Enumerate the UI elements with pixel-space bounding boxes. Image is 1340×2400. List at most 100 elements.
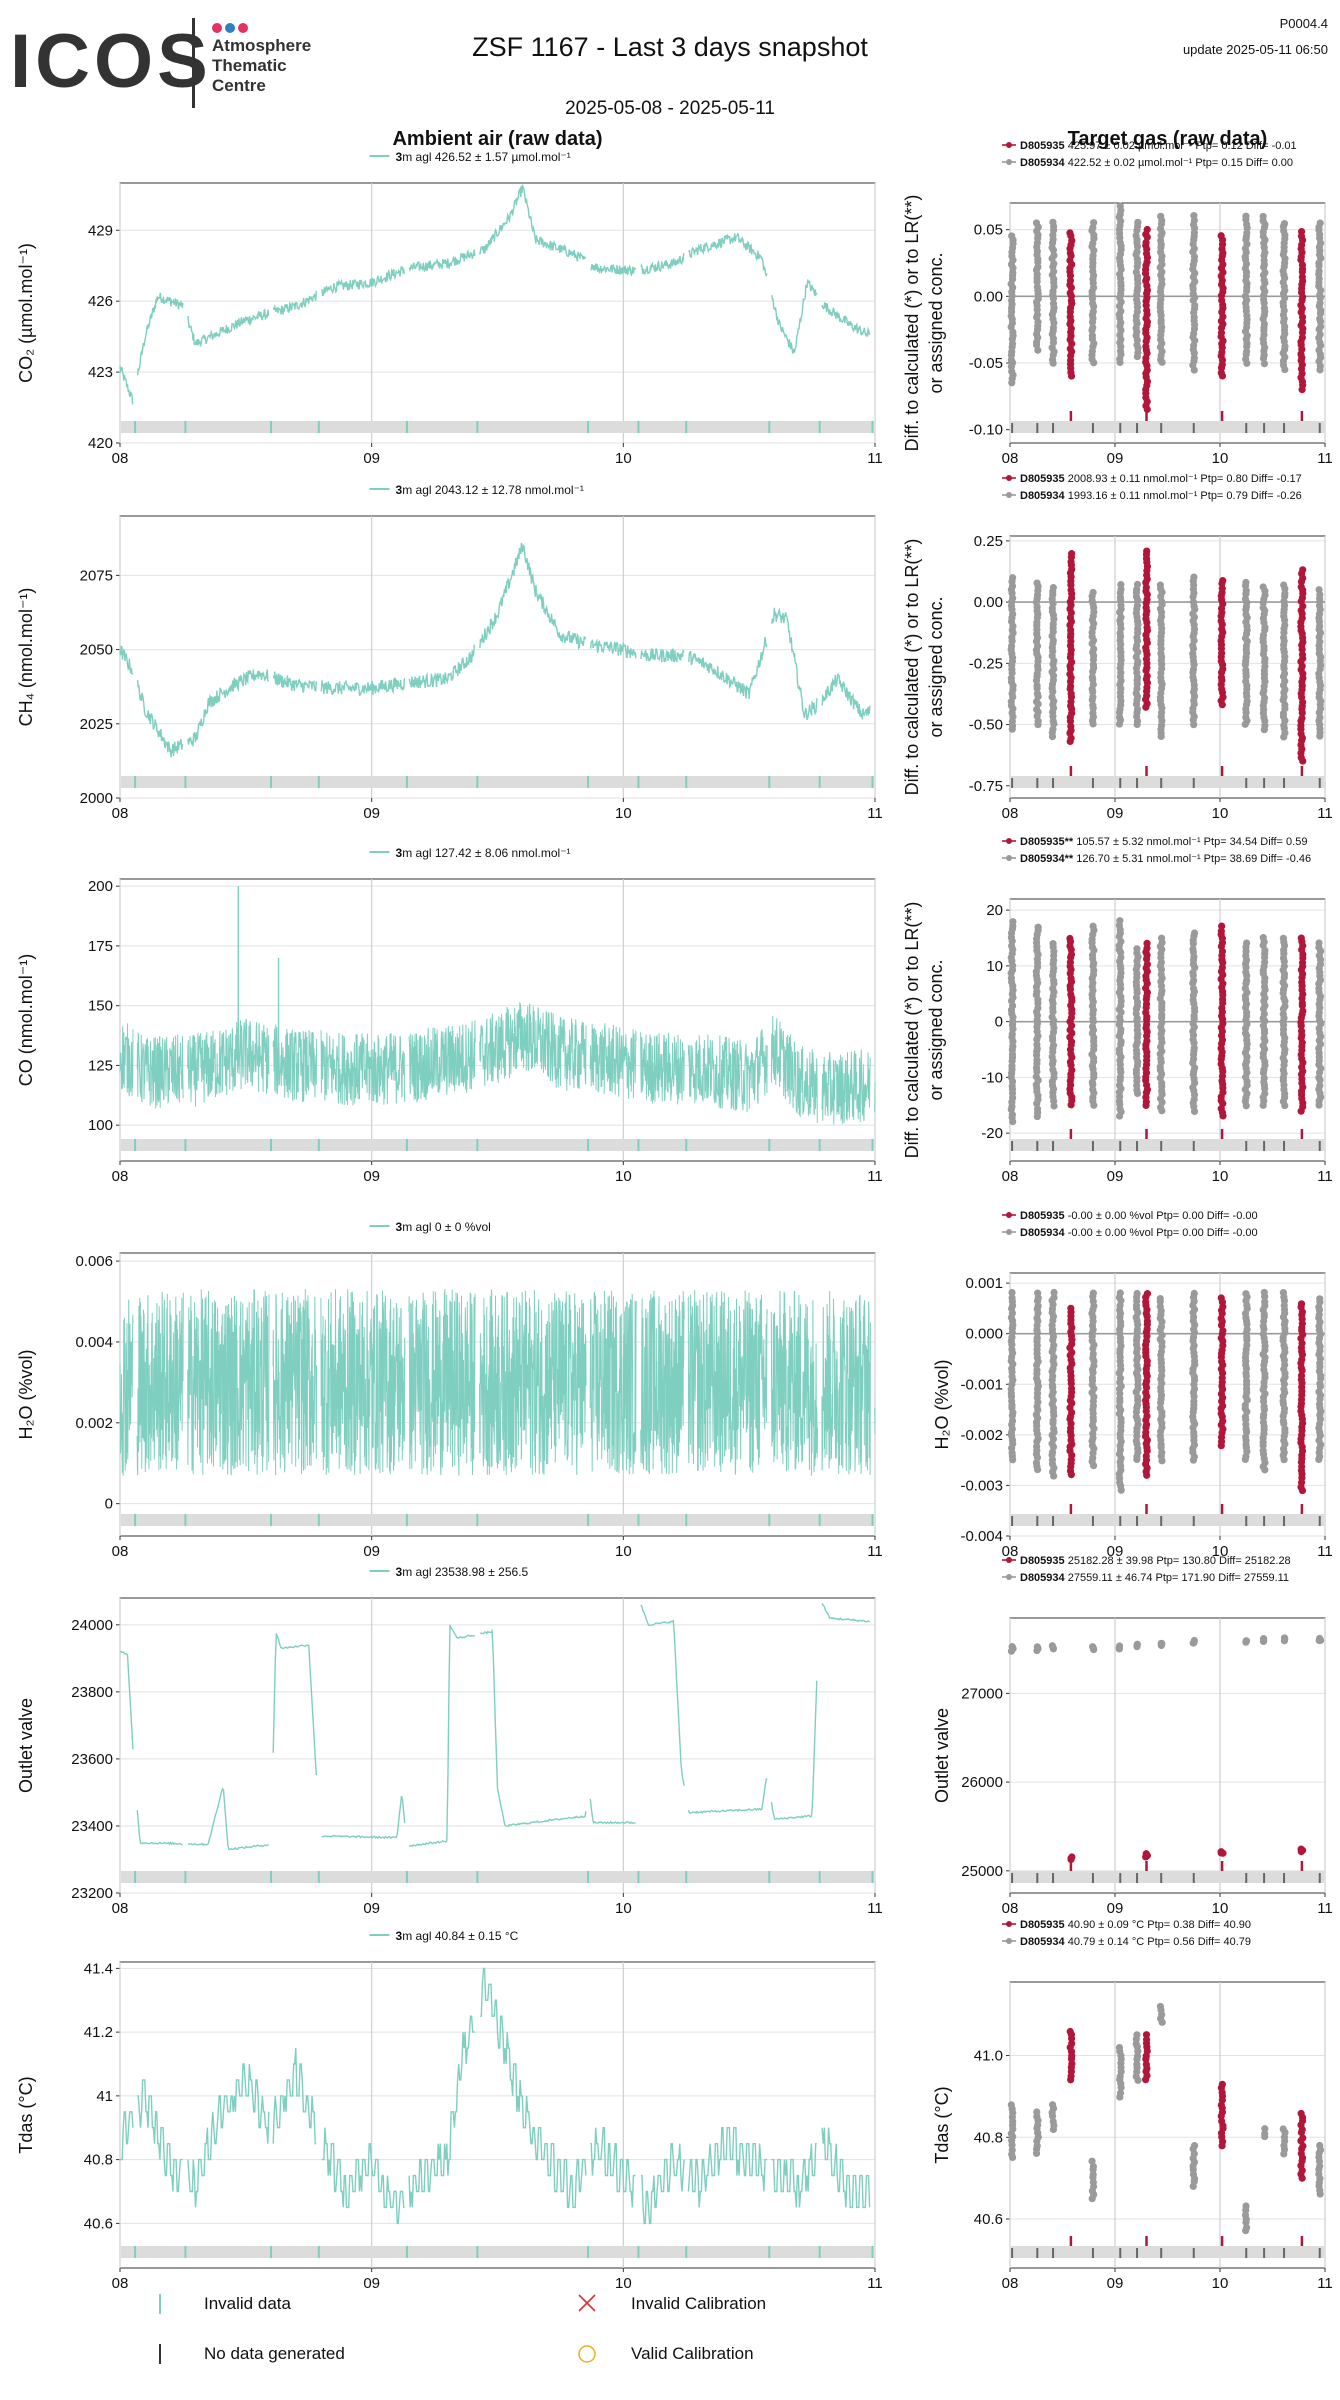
target-point [1218, 2142, 1226, 2150]
x-tick-label: 10 [615, 1543, 632, 1560]
y-tick-label: -0.10 [969, 422, 1003, 439]
target-point [1089, 656, 1098, 664]
target-point [1033, 684, 1041, 692]
ambient-series-line [119, 1289, 876, 1476]
legend-invalid-calibration: Invalid Calibration [631, 2294, 767, 2313]
target-point [1088, 696, 1096, 704]
legend-label: 3m agl 2043.12 ± 12.78 nmol.mol⁻¹ [396, 483, 584, 497]
logo-subtitle-line: Atmosphere [212, 36, 312, 55]
flag-band [1011, 2246, 1324, 2258]
x-tick-label: 10 [1212, 1168, 1229, 1185]
target-point [1297, 578, 1306, 586]
target-point [1142, 2076, 1150, 2084]
legend-dot [1006, 1212, 1012, 1218]
legend-label: D805935 2008.93 ± 0.11 nmol.mol⁻¹ Ptp= 0… [1020, 473, 1302, 485]
y-axis-label: Outlet valve [16, 1698, 36, 1793]
legend-label: D805934 -0.00 ± 0.00 %vol Ptp= 0.00 Diff… [1020, 1227, 1258, 1239]
target-point [1260, 726, 1268, 734]
y-tick-label: 0 [105, 1496, 113, 1513]
target-point [1033, 1112, 1041, 1121]
y-axis-label: CO (nmol.mol⁻¹) [16, 954, 36, 1087]
legend-dot [1006, 492, 1012, 498]
x-tick-label: 08 [1002, 1900, 1019, 1917]
chart-ch4-ambient: 2000 2025 2050 2075 08 09 10 11 CH₄ (nmol.mol⁻¹)… [16, 483, 883, 822]
target-point [1189, 2182, 1197, 2190]
logo-dots [212, 20, 251, 38]
y-tick-label: 429 [88, 222, 113, 239]
target-point [1142, 666, 1150, 675]
y-tick-label: 10 [986, 958, 1003, 975]
y-tick-label: 0.000 [965, 1326, 1003, 1343]
target-point [1241, 1455, 1249, 1464]
target-point [1316, 1395, 1324, 1403]
target-point [1217, 1442, 1225, 1450]
target-point [1260, 360, 1269, 368]
target-point [1243, 359, 1251, 367]
y-tick-label: -0.004 [960, 1528, 1003, 1545]
target-point [1241, 720, 1249, 728]
y-tick-label: 2075 [80, 567, 113, 584]
y-tick-label: 2000 [80, 790, 113, 807]
y-tick-label: 40.6 [974, 2211, 1003, 2228]
logo-dot-icon [212, 23, 222, 33]
target-point [1049, 359, 1057, 367]
chart-outlet-ambient: 23200 23400 23600 23800 24000 08 09 10 11 Outlet … [16, 1565, 883, 1917]
plot-frame [119, 515, 876, 799]
target-point [1316, 2190, 1324, 2198]
x-tick-label: 11 [1317, 1168, 1333, 1185]
logo-subtitle-line: Thematic [212, 56, 287, 75]
target-point [1316, 294, 1324, 302]
target-point [1133, 1455, 1141, 1464]
flag-band [121, 2246, 874, 2258]
target-point [1279, 1005, 1288, 1013]
plot-frame [1009, 1981, 1326, 2269]
legend-dot [1006, 1921, 1012, 1927]
target-point [1158, 1457, 1166, 1465]
plot-frame [1009, 202, 1326, 444]
y-tick-label: 0 [995, 1014, 1003, 1031]
y-tick-label: -0.05 [969, 355, 1003, 372]
legend-symbols [159, 2294, 596, 2364]
y-tick-label: 26000 [961, 1774, 1003, 1791]
target-point [1033, 306, 1041, 314]
target-point [1133, 1642, 1141, 1651]
target-point [1090, 1645, 1098, 1654]
target-point [1034, 721, 1042, 729]
y-tick-label: 0.004 [75, 1334, 113, 1351]
target-point [1156, 1298, 1164, 1306]
target-point [1315, 1101, 1323, 1109]
target-point [1049, 2125, 1058, 2134]
target-point [1007, 1647, 1016, 1655]
target-point [1316, 309, 1325, 318]
y-tick-label: 40.8 [974, 2129, 1003, 2146]
target-point [1133, 720, 1141, 729]
target-point [1298, 386, 1306, 394]
legend-label: D805934 27559.11 ± 46.74 Ptp= 171.90 Dif… [1020, 1572, 1289, 1584]
y-tick-label: 125 [88, 1057, 113, 1074]
target-point [1158, 2018, 1166, 2026]
target-point [1066, 717, 1075, 725]
target-point [1089, 688, 1097, 696]
y-tick-label: 41 [96, 2088, 113, 2105]
target-point [1316, 1076, 1324, 1084]
legend-dot [1006, 855, 1012, 861]
x-tick-label: 08 [112, 805, 129, 822]
target-point [1117, 1486, 1125, 1494]
legend-label: 3m agl 426.52 ± 1.57 µmol.mol⁻¹ [396, 150, 571, 164]
target-point [1088, 326, 1096, 335]
flag-band [1011, 776, 1324, 788]
target-point [1009, 1456, 1017, 1464]
target-point [1189, 1456, 1198, 1464]
target-point [1116, 358, 1124, 367]
target-point [1242, 1638, 1250, 1646]
x-tick-label: 09 [1107, 1900, 1124, 1917]
legend-label: D805935** 105.57 ± 5.32 nmol.mol⁻¹ Ptp= … [1020, 836, 1307, 848]
x-tick-label: 08 [112, 1900, 129, 1917]
date-range: 2025-05-08 - 2025-05-11 [565, 98, 775, 119]
legend-label: D805935 25182.28 ± 39.98 Ptp= 130.80 Dif… [1020, 1555, 1291, 1567]
flag-band [1011, 1514, 1324, 1526]
y-axis-label: Diff. to calculated (*) or to LR(**) [902, 539, 922, 796]
y-tick-label: 40.8 [84, 2152, 113, 2169]
target-point [1189, 1639, 1197, 1647]
target-point [1049, 246, 1058, 254]
